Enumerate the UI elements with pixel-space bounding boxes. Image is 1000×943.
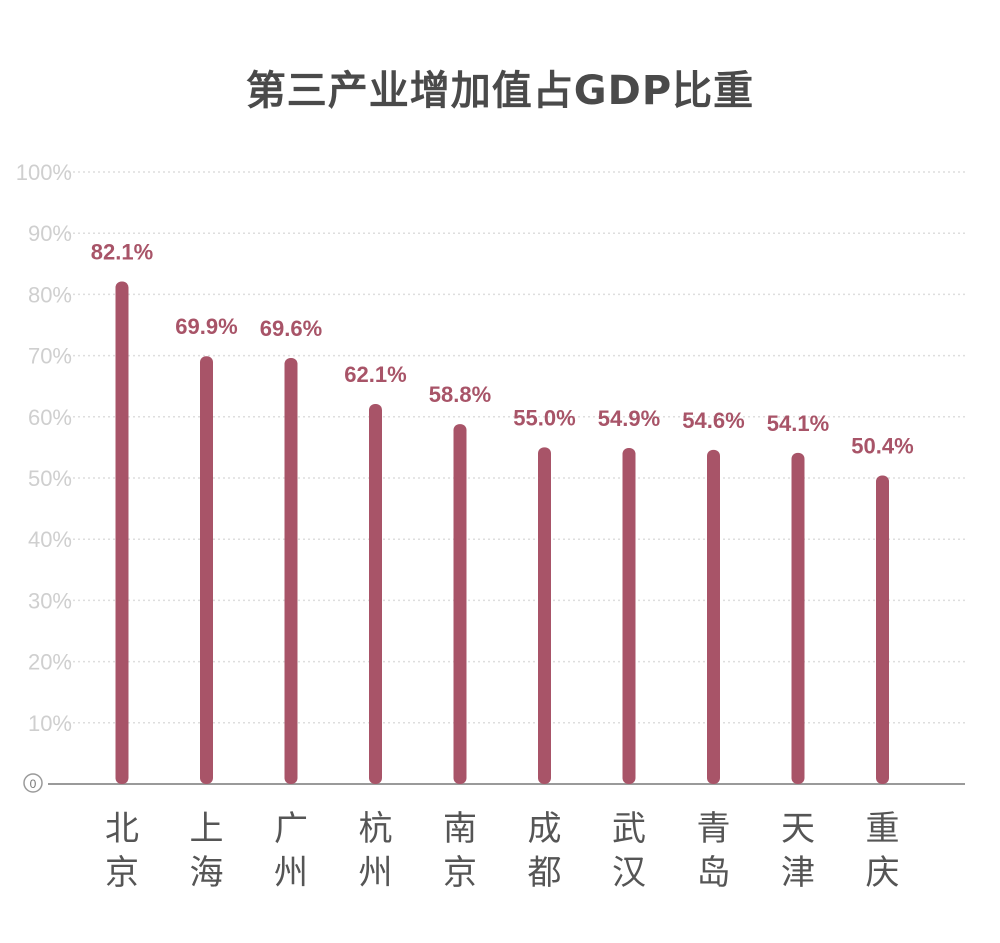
bar-value-label: 54.6% [682, 408, 744, 433]
category-label: 青岛 [697, 809, 731, 893]
y-tick-label: 60% [28, 405, 72, 430]
bar [115, 281, 129, 784]
y-tick-label: 0 [30, 777, 37, 791]
y-tick-label: 10% [28, 711, 72, 736]
bar-value-label: 54.9% [598, 406, 660, 431]
category-label: 广州 [274, 809, 308, 893]
bar [876, 475, 889, 784]
y-tick-label: 80% [28, 282, 72, 307]
bar [453, 424, 467, 784]
category-label: 南京 [443, 809, 477, 893]
bar-value-label: 69.9% [175, 314, 237, 339]
category-label: 武汉 [612, 809, 646, 893]
bar [200, 356, 213, 784]
bar-value-label: 58.8% [429, 382, 491, 407]
category-label: 杭州 [359, 809, 393, 893]
y-tick-zero-marker [23, 773, 43, 793]
category-label: 成都 [528, 809, 562, 893]
y-tick-label: 40% [28, 527, 72, 552]
bar [284, 358, 298, 784]
bar-value-label: 69.6% [260, 316, 322, 341]
y-tick-label: 100% [16, 160, 72, 185]
bar [791, 452, 805, 784]
y-tick-label: 50% [28, 466, 72, 491]
y-tick-label: 90% [28, 221, 72, 246]
bar [707, 449, 720, 784]
bar-value-label: 62.1% [344, 362, 406, 387]
bar-value-label: 54.1% [767, 411, 829, 436]
category-label: 天津 [781, 809, 815, 893]
bar-value-label: 82.1% [91, 240, 153, 265]
y-tick-label: 70% [28, 344, 72, 369]
category-label: 上海 [190, 809, 224, 893]
y-tick-label: 30% [28, 588, 72, 613]
bar-value-label: 55.0% [513, 405, 575, 430]
bar [538, 447, 551, 784]
bar [622, 448, 636, 784]
chart-title: 第三产业增加值占GDP比重 [245, 68, 755, 114]
bar [369, 403, 382, 784]
bar-value-label: 50.4% [851, 434, 913, 459]
category-label: 重庆 [866, 809, 900, 893]
category-label: 北京 [105, 809, 139, 893]
y-tick-label: 20% [28, 650, 72, 675]
